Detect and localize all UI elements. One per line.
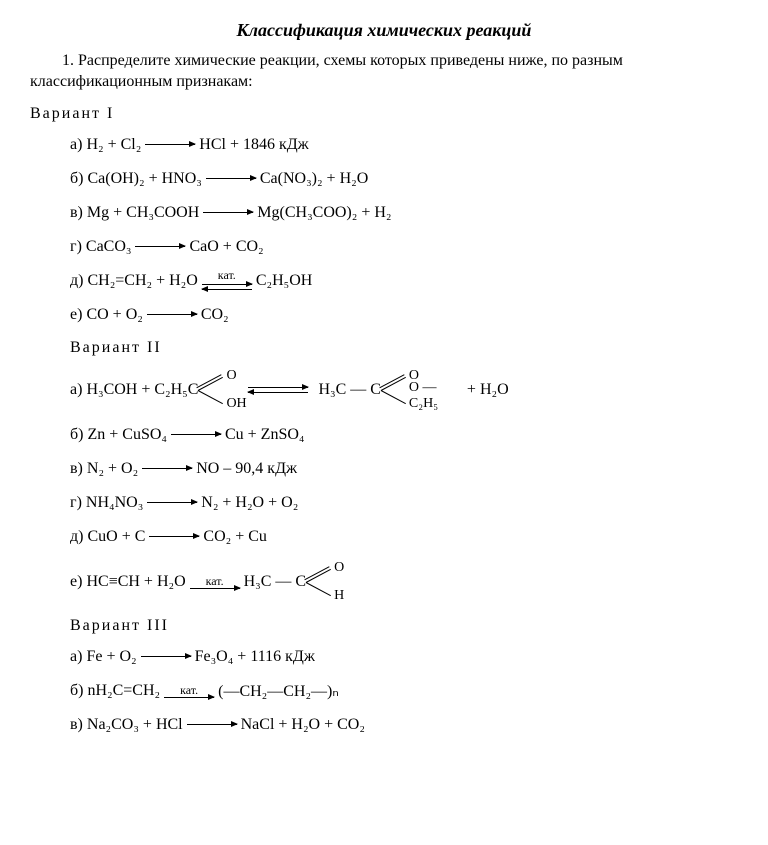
variant-1-heading: Вариант I <box>30 105 738 123</box>
eq-right: NaCl + H₂O + CO₂ <box>241 716 365 734</box>
eq-left: N₂ + O₂ <box>87 460 138 478</box>
eq-label: б) <box>70 170 83 188</box>
eq-v3-b: б) nH₂C=CH₂ кат. (—CH₂—CH₂—)ₙ <box>70 677 738 705</box>
eq-left: Fe + O₂ <box>86 648 136 666</box>
arrow-icon <box>135 246 185 247</box>
eq-label: а) <box>70 136 82 154</box>
eq-label: б) <box>70 682 83 700</box>
page-title: Классификация химических реакций <box>30 20 738 41</box>
eq-v2-a: а) H₃COH + C₂H₅C O OH H₃C — C O O — C₂H₅… <box>70 365 738 415</box>
eq-label: г) <box>70 238 82 256</box>
arrow-icon <box>187 724 237 725</box>
arrow-icon <box>145 144 195 145</box>
struct-bonds-icon: O OH <box>198 368 238 412</box>
eq-v2-v: в) N₂ + O₂ NO – 90,4 кДж <box>70 455 738 483</box>
eq-v2-e: е) HC≡CH + H₂O кат. H₃C — C O H <box>70 557 738 607</box>
eq-right: Fe₃O₄ + 1116 кДж <box>195 648 315 666</box>
struct-bonds-icon: O O — C₂H₅ <box>381 368 461 412</box>
eq-label: в) <box>70 204 83 222</box>
eq-v1-b: б) Ca(OH)₂ + HNO₃ Ca(NO₃)₂ + H₂O <box>70 165 738 193</box>
task-text: 1. Распределите химические реакции, схем… <box>30 51 738 93</box>
equilibrium-arrow-icon: кат. <box>202 269 252 292</box>
eq-label: в) <box>70 460 83 478</box>
arrow-icon <box>147 314 197 315</box>
arrow-icon <box>203 212 253 213</box>
eq-left: CO + O₂ <box>86 306 142 324</box>
eq-right: CO₂ <box>201 306 229 324</box>
eq-right: Mg(CH₃COO)₂ + H₂ <box>257 204 391 222</box>
eq-label: д) <box>70 272 83 290</box>
eq-right: CO₂ + Cu <box>203 528 267 546</box>
eq-tail: + H₂O <box>467 381 509 399</box>
eq-right: Cu + ZnSO₄ <box>225 426 305 444</box>
equilibrium-arrow-icon <box>248 385 308 395</box>
arrow-icon <box>141 656 191 657</box>
atom-label: O — C₂H₅ <box>409 380 461 412</box>
eq-v1-a: а) H₂ + Cl₂ HCl + 1846 кДж <box>70 131 738 159</box>
arrow-label: кат. <box>180 684 198 696</box>
atom-label: H <box>334 588 344 604</box>
eq-v1-d: д) CH₂=CH₂ + H₂O кат. C₂H₅OH <box>70 267 738 295</box>
eq-v2-g: г) NH₄NO₃ N₂ + H₂O + O₂ <box>70 489 738 517</box>
struct-bonds-icon: O H <box>306 560 346 604</box>
variant-3-heading: Вариант III <box>70 617 738 635</box>
eq-left: H₃COH + C₂H₅C <box>86 381 198 399</box>
eq-v3-a: а) Fe + O₂ Fe₃O₄ + 1116 кДж <box>70 643 738 671</box>
arrow-icon <box>164 697 214 698</box>
eq-left: Mg + CH₃COOH <box>87 204 199 222</box>
eq-right: (—CH₂—CH₂—)ₙ <box>218 681 339 701</box>
eq-v1-e: е) CO + O₂ CO₂ <box>70 301 738 329</box>
arrow-icon <box>206 178 256 179</box>
eq-v1-v: в) Mg + CH₃COOH Mg(CH₃COO)₂ + H₂ <box>70 199 738 227</box>
variant-1-list: а) H₂ + Cl₂ HCl + 1846 кДж б) Ca(OH)₂ + … <box>70 131 738 329</box>
arrow-icon <box>147 502 197 503</box>
eq-left: HC≡CH + H₂O <box>86 573 185 591</box>
arrow-icon <box>190 588 240 589</box>
atom-label: OH <box>226 396 246 412</box>
variant-3-list: а) Fe + O₂ Fe₃O₄ + 1116 кДж б) nH₂C=CH₂ … <box>70 643 738 739</box>
eq-right: N₂ + H₂O + O₂ <box>201 494 298 512</box>
arrow-icon <box>142 468 192 469</box>
eq-v1-g: г) CaCO₃ CaO + CO₂ <box>70 233 738 261</box>
eq-label: б) <box>70 426 83 444</box>
eq-left: Ca(OH)₂ + HNO₃ <box>87 170 201 188</box>
eq-right: CaO + CO₂ <box>189 238 263 256</box>
eq-left: nH₂C=CH₂ <box>87 682 160 700</box>
arrow-label: кат. <box>206 575 224 587</box>
eq-right: HCl + 1846 кДж <box>199 136 308 154</box>
arrow-label: кат. <box>218 269 236 281</box>
eq-right: NO – 90,4 кДж <box>196 460 297 478</box>
eq-right: Ca(NO₃)₂ + H₂O <box>260 170 368 188</box>
eq-v2-d: д) CuO + C CO₂ + Cu <box>70 523 738 551</box>
eq-label: а) <box>70 648 82 666</box>
eq-left: CuO + C <box>87 528 145 546</box>
eq-label: е) <box>70 306 82 324</box>
variant-2-list: а) H₃COH + C₂H₅C O OH H₃C — C O O — C₂H₅… <box>70 365 738 607</box>
arrow-icon <box>149 536 199 537</box>
eq-right: H₃C — C <box>244 573 306 591</box>
eq-label: д) <box>70 528 83 546</box>
variant-2-heading: Вариант II <box>70 339 738 357</box>
eq-left: CaCO₃ <box>86 238 132 256</box>
eq-left: H₂ + Cl₂ <box>86 136 141 154</box>
eq-right: C₂H₅OH <box>256 272 313 290</box>
atom-label: O <box>334 560 344 576</box>
eq-left: Zn + CuSO₄ <box>87 426 167 444</box>
eq-v3-v: в) Na₂CO₃ + HCl NaCl + H₂O + CO₂ <box>70 711 738 739</box>
eq-left: CH₂=CH₂ + H₂O <box>87 272 197 290</box>
arrow-icon <box>171 434 221 435</box>
eq-left: Na₂CO₃ + HCl <box>87 716 183 734</box>
eq-label: е) <box>70 573 82 591</box>
eq-left: NH₄NO₃ <box>86 494 143 512</box>
eq-v2-b: б) Zn + CuSO₄ Cu + ZnSO₄ <box>70 421 738 449</box>
eq-label: г) <box>70 494 82 512</box>
eq-label: в) <box>70 716 83 734</box>
eq-right: H₃C — C <box>318 381 380 399</box>
eq-label: а) <box>70 381 82 399</box>
atom-label: O <box>226 368 236 384</box>
